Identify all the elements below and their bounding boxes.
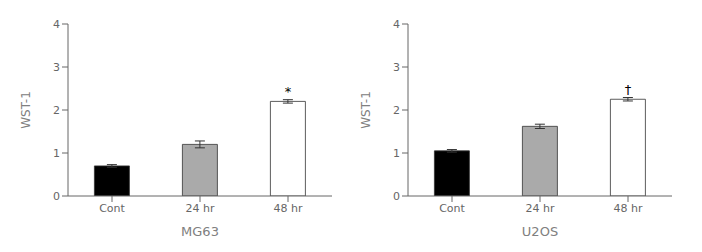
- svg-text:U2OS: U2OS: [522, 224, 558, 239]
- svg-text:4: 4: [53, 18, 60, 31]
- svg-text:3: 3: [53, 61, 60, 74]
- svg-text:48 hr: 48 hr: [614, 202, 643, 215]
- svg-text:WST-1: WST-1: [359, 91, 373, 129]
- svg-text:†: †: [625, 82, 632, 97]
- svg-text:Cont: Cont: [99, 202, 125, 215]
- svg-text:0: 0: [53, 190, 60, 203]
- svg-text:MG63: MG63: [181, 224, 219, 239]
- svg-text:1: 1: [53, 147, 60, 160]
- svg-text:1: 1: [393, 147, 400, 160]
- svg-text:*: *: [285, 84, 292, 99]
- svg-text:WST-1: WST-1: [19, 91, 33, 129]
- svg-text:24 hr: 24 hr: [186, 202, 215, 215]
- svg-text:48 hr: 48 hr: [274, 202, 303, 215]
- svg-text:2: 2: [53, 104, 60, 117]
- svg-text:4: 4: [393, 18, 400, 31]
- svg-text:24 hr: 24 hr: [526, 202, 555, 215]
- svg-text:2: 2: [393, 104, 400, 117]
- svg-text:0: 0: [393, 190, 400, 203]
- svg-text:3: 3: [393, 61, 400, 74]
- svg-text:Cont: Cont: [439, 202, 465, 215]
